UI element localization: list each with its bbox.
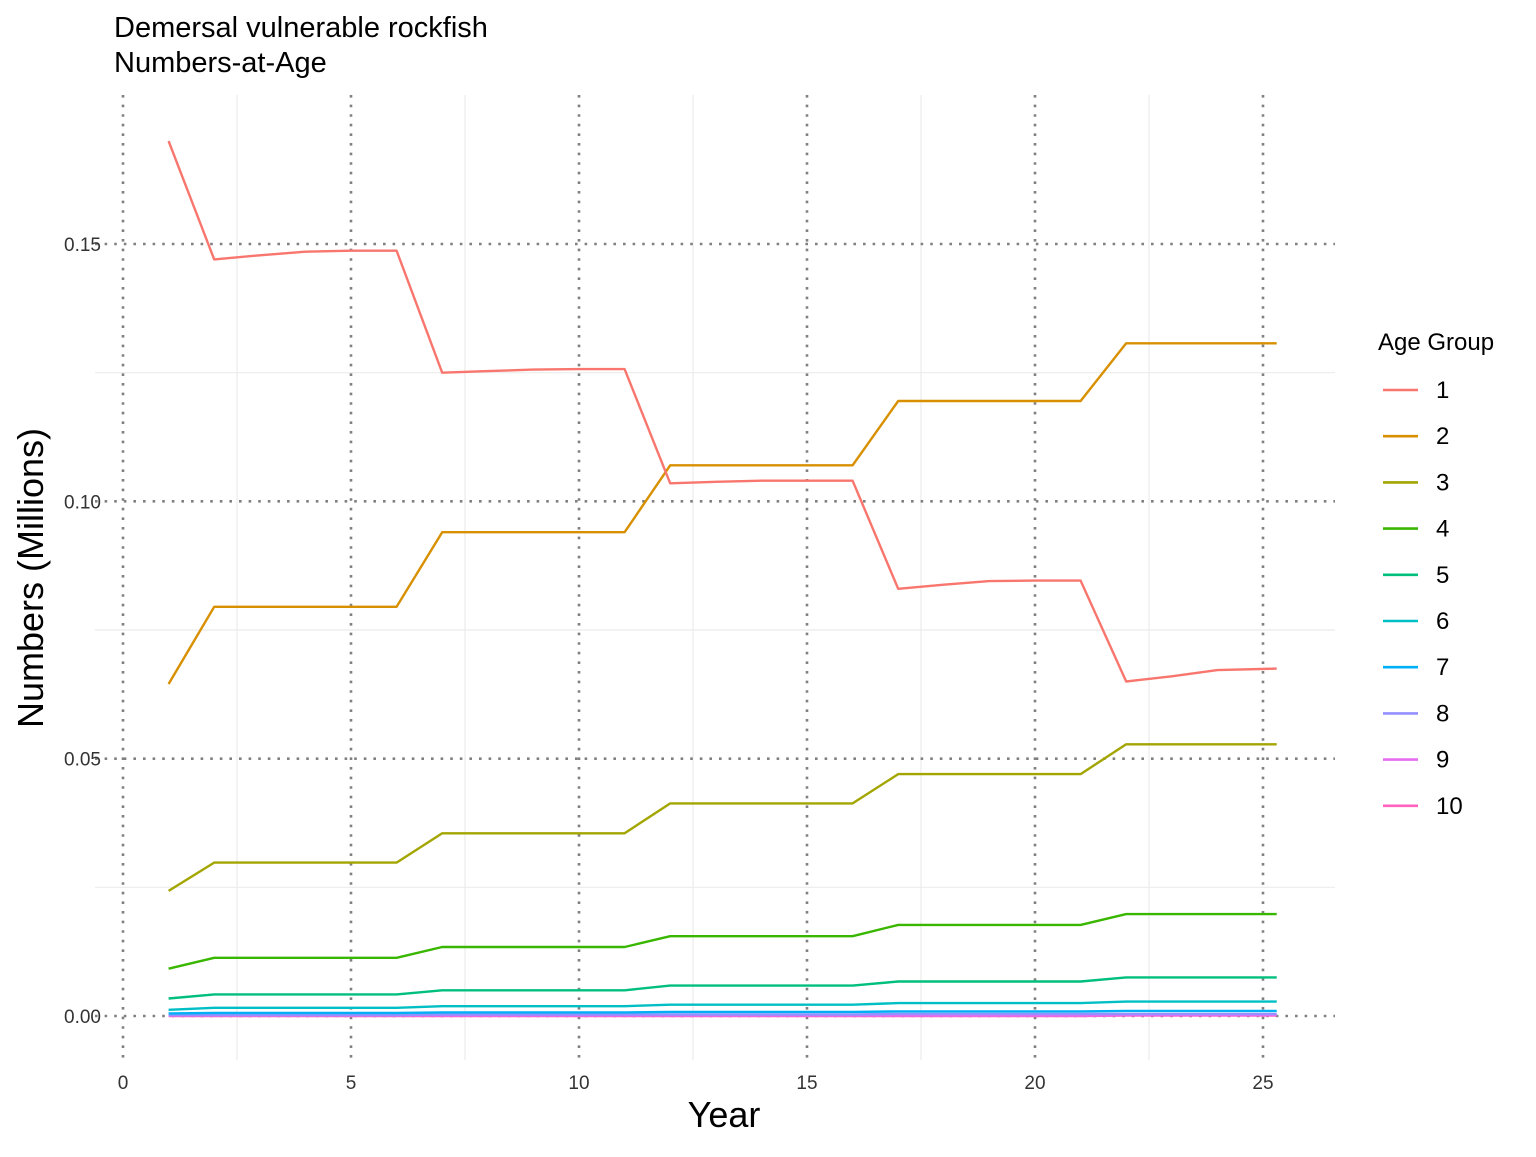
series-line-age-2 bbox=[167, 342, 1277, 685]
x-tick-label: 0 bbox=[118, 1073, 129, 1094]
y-tick-label: 0.00 bbox=[64, 1007, 101, 1028]
x-tick-label: 10 bbox=[568, 1073, 589, 1094]
legend-items: 1 2 3 4 5 6 7 8 9 10 bbox=[1383, 377, 1463, 820]
legend-item: 9 bbox=[1383, 747, 1449, 774]
y-tick-label: 0.10 bbox=[64, 492, 101, 513]
legend-item: 3 bbox=[1383, 469, 1449, 496]
legend-label: 4 bbox=[1436, 516, 1449, 543]
x-tick-label: 5 bbox=[346, 1073, 357, 1094]
legend-item: 2 bbox=[1383, 423, 1449, 450]
legend-label: 1 bbox=[1436, 377, 1449, 404]
legend-title: Age Group bbox=[1378, 329, 1494, 356]
series-line-age-7 bbox=[168, 1009, 1277, 1015]
x-tick-label: 25 bbox=[1252, 1073, 1273, 1094]
legend-item: 1 bbox=[1383, 377, 1449, 404]
legend-item: 10 bbox=[1383, 793, 1463, 820]
series-line-age-6 bbox=[168, 1000, 1277, 1011]
legend-label: 2 bbox=[1436, 423, 1449, 450]
legend-label: 6 bbox=[1436, 608, 1449, 635]
y-tick-label: 0.05 bbox=[64, 750, 101, 771]
y-axis-title: Numbers (Millions) bbox=[10, 428, 51, 728]
legend-item: 8 bbox=[1383, 700, 1449, 727]
series-layer bbox=[167, 140, 1277, 1018]
legend-label: 10 bbox=[1436, 793, 1463, 820]
legend-item: 4 bbox=[1383, 516, 1449, 543]
y-tick-label: 0.15 bbox=[64, 235, 101, 256]
series-line-age-5 bbox=[168, 976, 1277, 1000]
chart-subtitle: Numbers-at-Age bbox=[114, 47, 327, 79]
x-axis-title: Year bbox=[688, 1094, 761, 1135]
legend-item: 7 bbox=[1383, 654, 1449, 681]
legend-item: 6 bbox=[1383, 608, 1449, 635]
legend: Age Group 1 2 3 4 5 6 7 8 9 10 bbox=[1378, 329, 1494, 820]
axis-layer: 0.00 0.05 0.10 0.15 0 5 10 15 20 25 bbox=[64, 235, 1274, 1094]
chart-title: Demersal vulnerable rockfish bbox=[114, 12, 488, 44]
grid-layer bbox=[95, 95, 1335, 1060]
series-line-age-8 bbox=[168, 1012, 1277, 1017]
legend-label: 9 bbox=[1436, 747, 1449, 774]
series-line-age-1 bbox=[167, 140, 1277, 683]
legend-label: 7 bbox=[1436, 654, 1449, 681]
x-tick-label: 20 bbox=[1024, 1073, 1045, 1094]
legend-label: 5 bbox=[1436, 562, 1449, 589]
x-tick-label: 15 bbox=[796, 1073, 817, 1094]
legend-item: 5 bbox=[1383, 562, 1449, 589]
legend-label: 8 bbox=[1436, 700, 1449, 727]
series-line-age-3 bbox=[167, 743, 1277, 892]
series-line-age-4 bbox=[168, 912, 1277, 970]
legend-label: 3 bbox=[1436, 469, 1449, 496]
